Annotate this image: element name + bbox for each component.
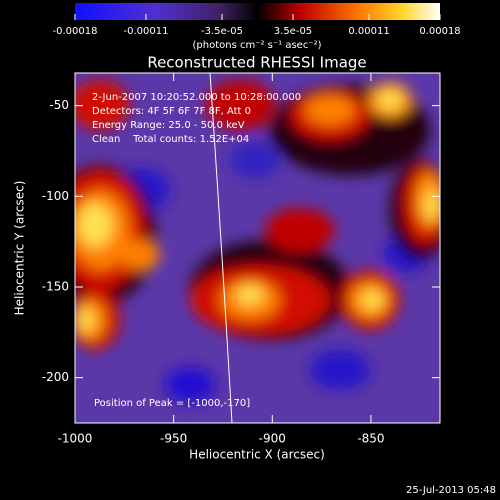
y-tick-label: -200 xyxy=(42,370,69,384)
y-tick-label: -50 xyxy=(49,98,69,112)
x-tick-label: -1000 xyxy=(58,432,93,446)
image-blobs xyxy=(75,80,440,403)
image xyxy=(75,73,440,423)
x-axis-title: Heliocentric X (arcsec) xyxy=(189,448,325,462)
colorbar xyxy=(75,3,440,20)
y-tick-label: -150 xyxy=(42,279,69,293)
x-tick-label: -900 xyxy=(259,432,286,446)
y-axis-title: Heliocentric Y (arcsec) xyxy=(13,181,27,316)
peak-label: Position of Peak = [-1000,-170] xyxy=(94,398,250,409)
limb-curve xyxy=(209,73,233,423)
x-tick-label: -950 xyxy=(160,432,187,446)
colorbar-tick-label: -0.00011 xyxy=(123,26,168,37)
timestamp: 25-Jul-2013 05:48 xyxy=(406,485,496,496)
chart-title: Reconstructed RHESSI Image xyxy=(147,54,366,72)
colorbar-label: (photons cm⁻² s⁻¹ asec⁻²) xyxy=(192,40,321,51)
colorbar-tick-label: 0.00011 xyxy=(348,26,389,37)
y-tick-label: -100 xyxy=(42,189,69,203)
plot-frame xyxy=(74,72,441,424)
colorbar-tick-label: -3.5e-05 xyxy=(201,26,243,37)
annotation: Clean Total counts: 1.52E+04 xyxy=(92,134,249,145)
annotation: Detectors: 4F 5F 6F 7F 8F, Att 0 xyxy=(92,106,251,117)
colorbar-tick-label: 0.00018 xyxy=(419,26,460,37)
colorbar-tick-label: -0.00018 xyxy=(53,26,98,37)
colorbar-tick-label: 3.5e-05 xyxy=(274,26,312,37)
x-tick-label: -850 xyxy=(357,432,384,446)
annotation: Energy Range: 25.0 - 50.0 keV xyxy=(92,120,245,131)
annotation: 2-Jun-2007 10:20:52.000 to 10:28:00.000 xyxy=(92,92,301,103)
